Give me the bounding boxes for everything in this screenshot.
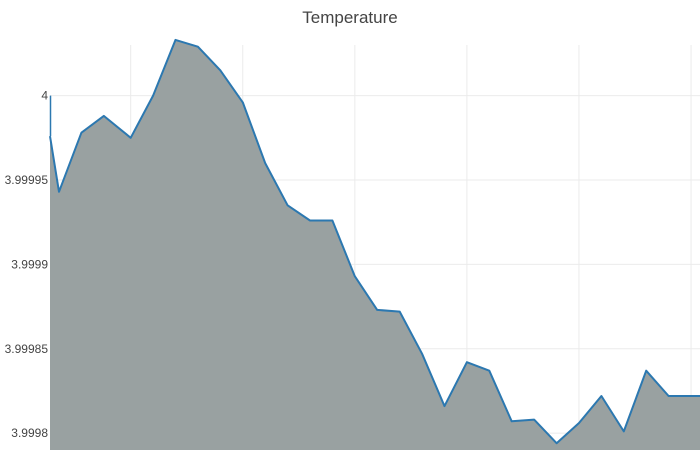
y-tick-label: 3.9998 [11,426,48,440]
y-tick-label: 3.99995 [5,173,49,187]
temperature-area-fill [50,39,700,450]
chart-title: Temperature [302,8,397,27]
temperature-series-line [49,38,700,445]
y-tick-label: 3.99985 [5,342,49,356]
y-tick-label: 4 [41,89,48,103]
y-tick-label: 3.9999 [11,257,48,271]
y-tick-labels: 3.9998 3.99985 3.9999 3.99995 4 [5,89,49,441]
